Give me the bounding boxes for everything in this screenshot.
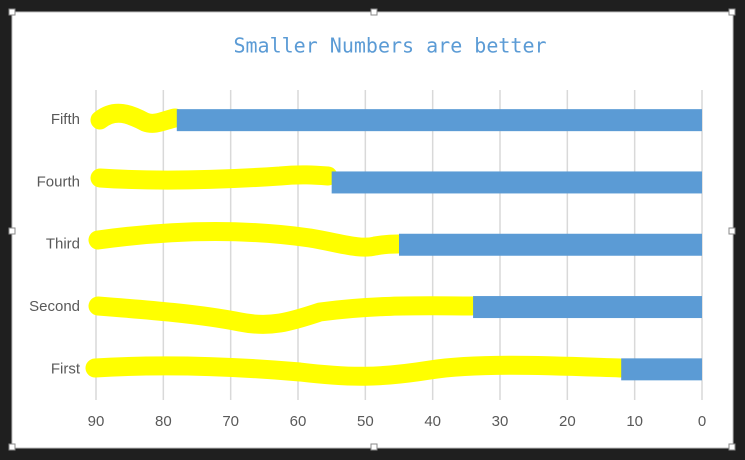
x-tick-label: 70 xyxy=(222,413,239,430)
handle xyxy=(8,8,16,16)
bar xyxy=(331,171,702,194)
chart-title: Smaller Numbers are better xyxy=(233,34,546,58)
x-tick-label: 40 xyxy=(424,413,441,430)
y-tick-label: Third xyxy=(46,236,80,253)
x-tick-label: 0 xyxy=(698,413,706,430)
y-tick-label: Fourth xyxy=(37,173,80,190)
highlight xyxy=(88,296,482,334)
handle xyxy=(370,8,378,16)
bar xyxy=(621,358,702,381)
handle xyxy=(728,443,736,451)
bar xyxy=(399,233,702,256)
handle xyxy=(8,227,16,235)
y-tick-label: Fifth xyxy=(51,111,80,128)
bar xyxy=(473,296,702,319)
x-tick-label: 60 xyxy=(290,413,307,430)
x-tick-label: 20 xyxy=(559,413,576,430)
x-tick-label: 80 xyxy=(155,413,172,430)
bar xyxy=(176,109,703,132)
handle xyxy=(728,227,736,235)
y-tick-label: First xyxy=(51,360,81,377)
x-tick-label: 90 xyxy=(88,413,105,430)
x-tick-label: 50 xyxy=(357,413,374,430)
highlight xyxy=(85,355,630,386)
y-tick-label: Second xyxy=(29,298,80,315)
handle xyxy=(370,443,378,451)
highlight xyxy=(90,165,338,190)
x-tick-label: 30 xyxy=(492,413,509,430)
handle xyxy=(8,443,16,451)
highlight xyxy=(90,103,185,133)
handle xyxy=(728,8,736,16)
x-tick-label: 10 xyxy=(626,413,643,430)
highlight xyxy=(88,221,408,257)
